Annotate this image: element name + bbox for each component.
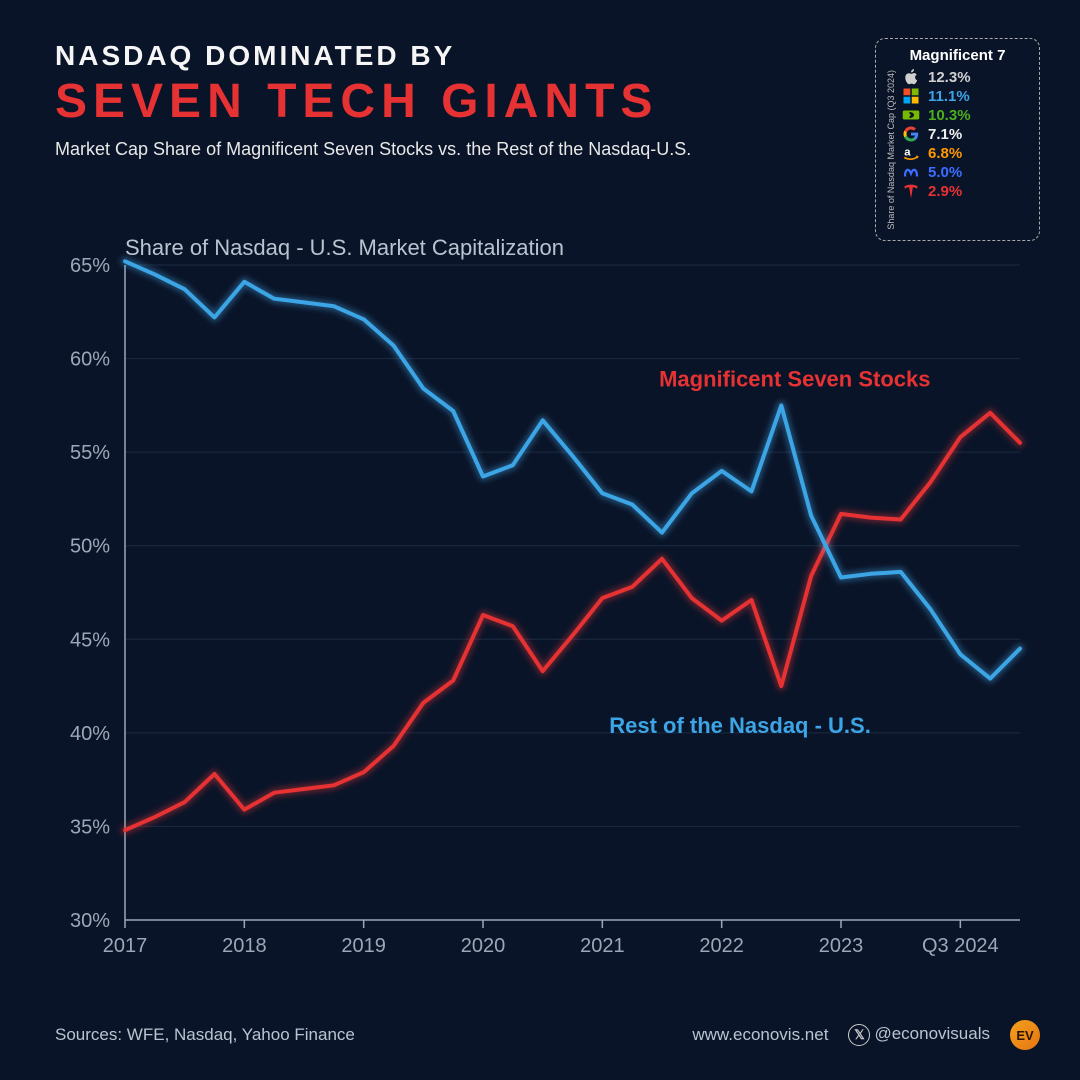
y-tick-label: 65%: [70, 255, 110, 277]
y-tick-label: 55%: [70, 442, 110, 464]
x-tick-label: 2018: [222, 935, 266, 957]
page-title-line2: SEVEN TECH GIANTS: [55, 74, 691, 129]
legend-item-tesla: 2.9%: [902, 182, 1029, 200]
header: NASDAQ DOMINATED BY SEVEN TECH GIANTS Ma…: [55, 40, 691, 160]
brand-badge: EV: [1010, 1020, 1040, 1050]
svg-text:a: a: [904, 146, 911, 158]
tesla-icon: [902, 182, 920, 200]
legend-value: 6.8%: [928, 145, 962, 162]
page-subtitle: Market Cap Share of Magnificent Seven St…: [55, 139, 691, 160]
legend-item-microsoft: 11.1%: [902, 87, 1029, 105]
nvidia-icon: [902, 106, 920, 124]
x-tick-label: 2019: [341, 935, 386, 957]
line-chart: 30% 35% 40% 45% 50% 55% 60% 65% 2017 2018 2019 2020…: [55, 235, 1040, 975]
page-title-line1: NASDAQ DOMINATED BY: [55, 40, 691, 72]
x-tick-label: 2021: [580, 935, 625, 957]
y-tick-label: 50%: [70, 536, 110, 558]
footer-website: www.econovis.net: [692, 1025, 828, 1045]
series-label: Magnificent Seven Stocks: [659, 367, 930, 392]
amazon-icon: a: [902, 144, 920, 162]
series-label: Rest of the Nasdaq - U.S.: [609, 713, 871, 738]
x-tick-label: 2020: [461, 935, 506, 957]
x-tick-label: 2022: [699, 935, 744, 957]
meta-icon: [902, 163, 920, 181]
y-tick-label: 60%: [70, 349, 110, 371]
legend-value: 2.9%: [928, 183, 962, 200]
legend-value: 11.1%: [928, 88, 970, 105]
y-tick-label: 30%: [70, 910, 110, 932]
y-tick-label: 35%: [70, 816, 110, 838]
google-icon: [902, 125, 920, 143]
legend-box: Magnificent 7 Share of Nasdaq Market Cap…: [875, 38, 1040, 241]
legend-value: 10.3%: [928, 107, 971, 124]
y-tick-label: 45%: [70, 629, 110, 651]
x-tick-label: 2023: [819, 935, 864, 957]
footer: Sources: WFE, Nasdaq, Yahoo Finance www.…: [55, 1020, 1040, 1050]
legend-item-google: 7.1%: [902, 125, 1029, 143]
series-line-rest-of-the-nasdaq---u.s.: [125, 261, 1020, 678]
legend-value: 7.1%: [928, 126, 962, 143]
footer-handle: 𝕏@econovisuals: [848, 1024, 990, 1046]
microsoft-icon: [902, 87, 920, 105]
legend-value: 12.3%: [928, 69, 971, 86]
apple-icon: [902, 68, 920, 86]
y-tick-label: 40%: [70, 723, 110, 745]
legend-items: 12.3% 11.1% 10.3% 7.1% a 6.8% 5.0% 2.9%: [902, 68, 1029, 232]
legend-value: 5.0%: [928, 164, 962, 181]
legend-item-nvidia: 10.3%: [902, 106, 1029, 124]
legend-vertical-label: Share of Nasdaq Market Cap (Q3 2024): [886, 68, 896, 232]
legend-item-amazon: a 6.8%: [902, 144, 1029, 162]
legend-item-meta: 5.0%: [902, 163, 1029, 181]
x-tick-label: Q3 2024: [922, 935, 999, 957]
legend-item-apple: 12.3%: [902, 68, 1029, 86]
chart-container: Share of Nasdaq - U.S. Market Capitaliza…: [55, 235, 1040, 975]
footer-sources: Sources: WFE, Nasdaq, Yahoo Finance: [55, 1025, 355, 1045]
series-line-magnificent-seven-stocks: [125, 413, 1020, 830]
x-tick-label: 2017: [103, 935, 148, 957]
x-icon: 𝕏: [848, 1024, 870, 1046]
chart-axis-title: Share of Nasdaq - U.S. Market Capitaliza…: [125, 235, 564, 261]
legend-title: Magnificent 7: [886, 47, 1029, 64]
